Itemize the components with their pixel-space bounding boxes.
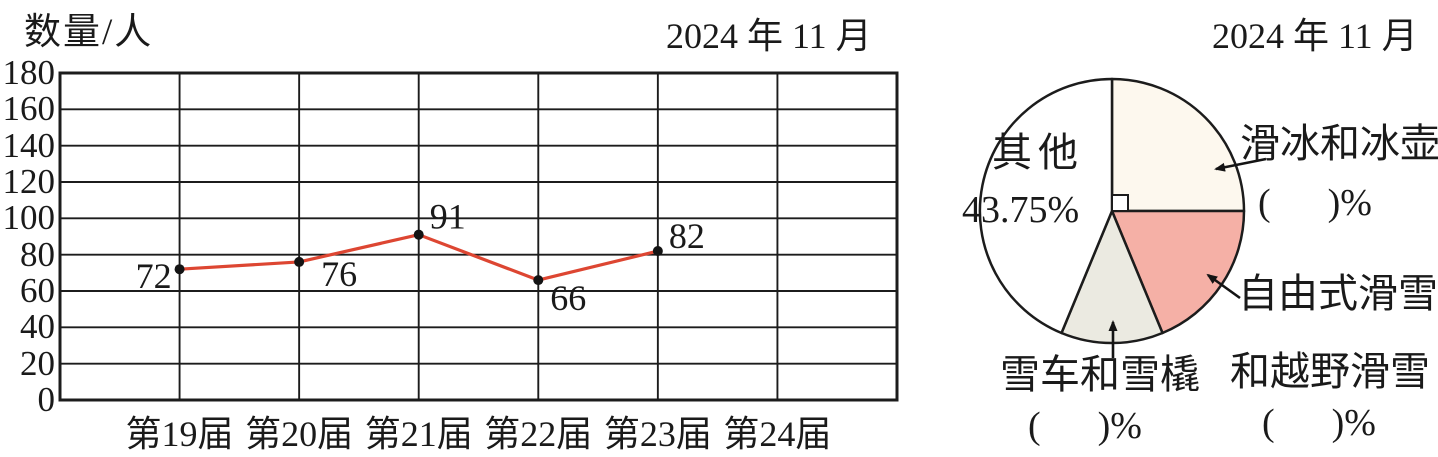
slice-label-other: 其他 — [992, 130, 1084, 175]
slice-pct-other: 43.75% — [962, 189, 1080, 231]
x-category-label: 第22届 — [484, 414, 593, 454]
x-category-label: 第23届 — [603, 414, 712, 454]
callout-arrow — [1206, 273, 1241, 300]
data-label: 76 — [321, 254, 357, 294]
x-axis-category-labels: 第19届 第20届 第21届 第22届 第23届 第24届 — [0, 405, 940, 454]
plot-frame — [58, 71, 899, 402]
pie-chart-date-label: 2024 年 11 月 — [1212, 16, 1418, 56]
pie-slice — [1110, 77, 1246, 213]
data-point — [533, 275, 544, 286]
slice-label-bobsled-luge: 雪车和雪橇 — [1000, 352, 1200, 397]
data-point — [174, 264, 185, 275]
y-tick-label: 40 — [20, 307, 55, 347]
x-category-label: 第21届 — [364, 414, 473, 454]
right-angle-marker — [1111, 194, 1129, 212]
data-point — [652, 246, 663, 257]
slice-pct-skating-curling: ( )% — [1258, 182, 1372, 224]
pie-chart — [978, 77, 1267, 358]
y-tick-label: 140 — [2, 125, 56, 165]
line-chart-date-label: 2024 年 11 月 — [666, 16, 872, 56]
y-axis-tick-labels: 0 20 40 60 80 100 120 140 160 180 — [0, 0, 56, 450]
y-tick-label: 80 — [20, 234, 55, 274]
callout-arrow — [1214, 157, 1267, 172]
y-tick-label: 20 — [20, 343, 55, 383]
data-point — [413, 229, 424, 240]
slice-pct-bobsled-luge: ( )% — [1028, 405, 1142, 447]
data-label: 82 — [669, 216, 705, 256]
data-label: 66 — [550, 278, 586, 318]
x-category-label: 第20届 — [245, 414, 354, 454]
pie-slice — [978, 77, 1114, 335]
y-tick-label: 180 — [2, 53, 56, 92]
y-tick-label: 120 — [2, 162, 56, 201]
slice-label-skating-curling: 滑冰和冰壶 — [1240, 121, 1438, 166]
y-tick-label: 100 — [2, 198, 56, 238]
line-chart: 72 76 91 66 82 — [58, 71, 899, 402]
data-label: 72 — [136, 256, 172, 296]
x-category-label: 第24届 — [723, 414, 832, 454]
slice-pct-freestyle-crosscountry: ( )% — [1262, 402, 1376, 444]
slice-label-freestyle-crosscountry-line1: 自由式滑雪 — [1238, 271, 1438, 316]
y-tick-label: 160 — [2, 89, 56, 129]
x-category-label: 第19届 — [125, 414, 234, 454]
y-axis-title: 数量/人 — [24, 12, 154, 53]
data-label: 91 — [430, 197, 466, 237]
slice-label-freestyle-crosscountry-line2: 和越野滑雪 — [1230, 349, 1430, 394]
data-point — [294, 256, 305, 267]
y-tick-label: 0 — [37, 380, 56, 419]
y-tick-label: 60 — [20, 271, 55, 310]
